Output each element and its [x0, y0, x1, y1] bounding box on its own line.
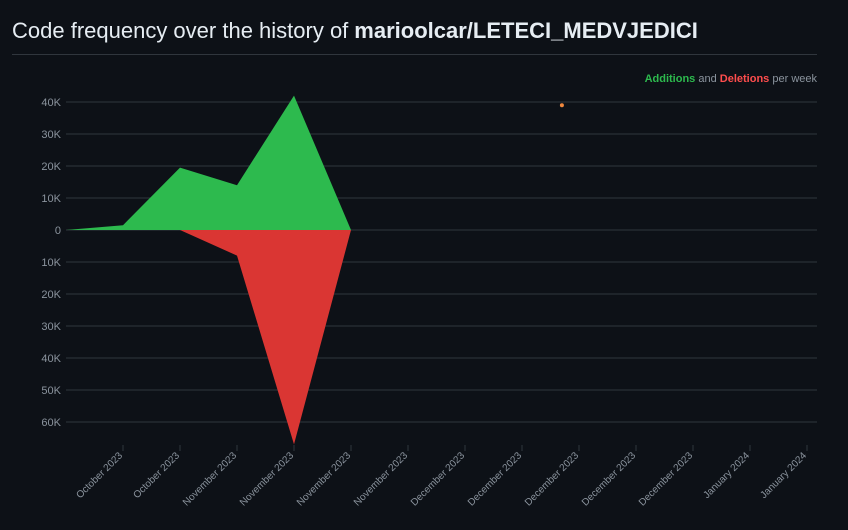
- legend-additions: Additions: [644, 73, 696, 85]
- y-tick-label: 30K: [41, 321, 61, 333]
- deletions-point: [807, 230, 808, 231]
- deletions-point: [522, 230, 523, 231]
- y-tick-label: 10K: [41, 257, 61, 269]
- x-tick-label: December 2023: [466, 450, 524, 508]
- title-prefix: Code frequency over the history of: [12, 18, 349, 43]
- y-tick-label: 10K: [41, 193, 61, 205]
- x-tick-label: January 2024: [701, 450, 752, 501]
- deletions-point: [750, 230, 751, 231]
- y-tick-label: 40K: [41, 97, 61, 109]
- y-tick-label: 40K: [41, 353, 61, 365]
- deletions-point: [693, 230, 694, 231]
- page-title: Code frequency over the history of marioo…: [12, 16, 817, 46]
- x-tick-label: November 2023: [295, 450, 353, 508]
- x-tick-label: October 2023: [74, 450, 125, 501]
- x-tick-label: December 2023: [523, 450, 581, 508]
- x-tick-label: December 2023: [409, 450, 467, 508]
- deletions-point: [66, 230, 67, 231]
- x-tick-label: December 2023: [580, 450, 638, 508]
- annotation-dot: [559, 103, 564, 108]
- y-tick-label: 0: [55, 225, 61, 237]
- x-tick-label: October 2023: [131, 450, 182, 501]
- deletions-point: [123, 230, 124, 231]
- x-tick-label: November 2023: [352, 450, 410, 508]
- deletions-point: [351, 230, 352, 231]
- chart-legend: Additions and Deletions per week: [645, 73, 817, 85]
- x-tick-label: November 2023: [238, 450, 296, 508]
- additions-point: [123, 225, 124, 226]
- y-tick-label: 20K: [41, 289, 61, 301]
- additions-point: [294, 95, 295, 96]
- y-tick-label: 30K: [41, 129, 61, 141]
- x-tick-label: January 2024: [758, 450, 809, 501]
- legend-and: and: [698, 73, 717, 85]
- legend-deletions: Deletions: [719, 73, 770, 85]
- deletions-point: [579, 230, 580, 231]
- deletions-point: [180, 230, 181, 231]
- y-tick-label: 60K: [41, 417, 61, 429]
- legend-suffix: per week: [772, 73, 817, 85]
- additions-point: [237, 185, 238, 186]
- repo-name: marioolcar/LETECI_MEDVJEDICI: [354, 18, 698, 43]
- y-tick-label: 50K: [41, 385, 61, 397]
- deletions-point: [408, 230, 409, 231]
- deletions-point: [465, 230, 466, 231]
- chart-header: Code frequency over the history of marioo…: [12, 16, 817, 55]
- y-tick-label: 20K: [41, 161, 61, 173]
- additions-point: [180, 167, 181, 168]
- deletions-point: [636, 230, 637, 231]
- deletions-point: [237, 255, 238, 256]
- x-tick-label: November 2023: [181, 450, 239, 508]
- deletions-point: [294, 444, 295, 445]
- deletions-area: [66, 230, 807, 445]
- x-tick-label: December 2023: [637, 450, 695, 508]
- additions-area: [66, 95, 807, 230]
